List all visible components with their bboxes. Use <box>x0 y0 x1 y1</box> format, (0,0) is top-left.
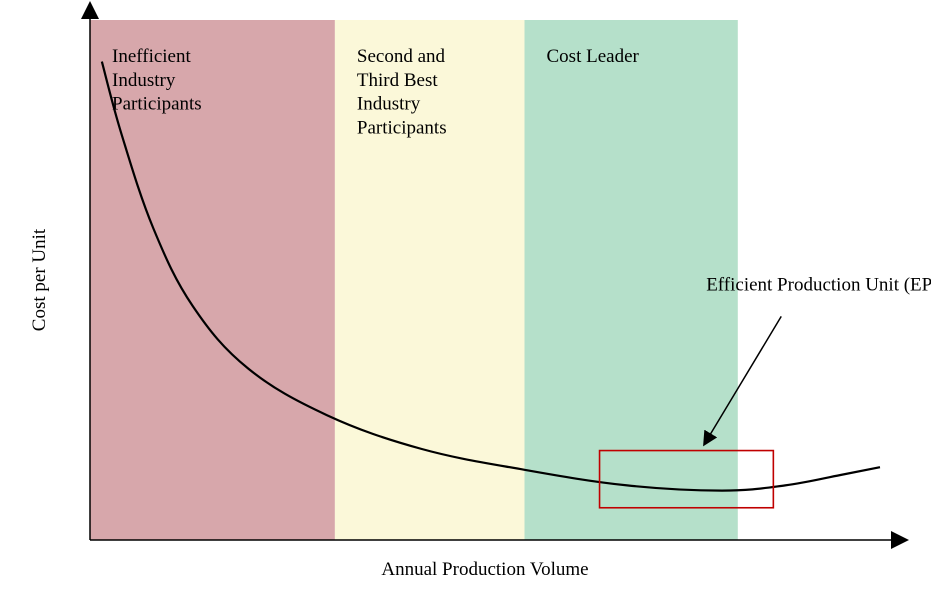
cost-curve-chart: InefficientIndustryParticipantsSecond an… <box>0 0 931 605</box>
chart-svg: InefficientIndustryParticipantsSecond an… <box>0 0 931 605</box>
y-axis-label: Cost per Unit <box>29 228 50 331</box>
region-label-cost-leader: Cost Leader <box>547 46 640 67</box>
x-axis-label: Annual Production Volume <box>381 559 588 580</box>
epu-annotation-label: Efficient Production Unit (EPU) <box>706 274 931 295</box>
